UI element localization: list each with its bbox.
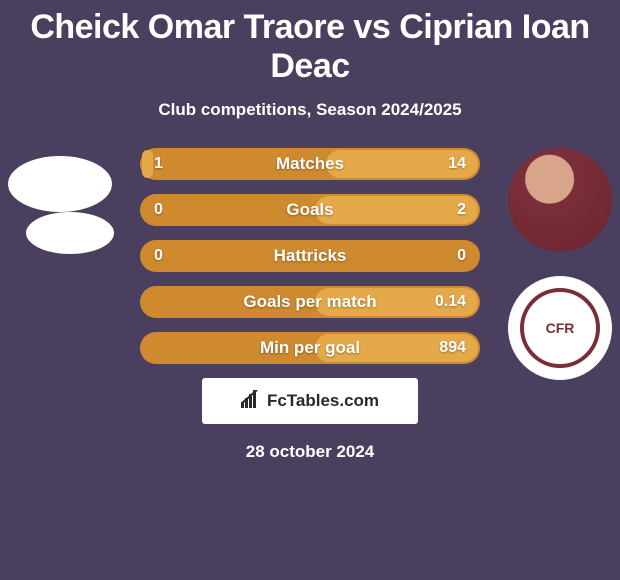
- stat-row: Min per goal 894: [140, 332, 480, 364]
- infographic-container: Cheick Omar Traore vs Ciprian Ioan Deac …: [0, 0, 620, 462]
- club-badge-text: CFR: [520, 288, 600, 368]
- stat-label: Min per goal: [260, 338, 360, 358]
- stat-label: Goals: [286, 200, 333, 220]
- stat-row: 0 Goals 2: [140, 194, 480, 226]
- player-right-club-badge: CFR: [508, 276, 612, 380]
- stat-value-left: 0: [154, 201, 163, 219]
- stat-value-right: 2: [457, 201, 466, 219]
- stat-value-right: 894: [439, 339, 466, 357]
- stat-label: Goals per match: [243, 292, 376, 312]
- stat-value-right: 0.14: [435, 293, 466, 311]
- stat-value-left: 1: [154, 155, 163, 173]
- stats-area: CFR 1 Matches 14 0 Goals 2 0 Hattricks 0 Goals pe…: [0, 148, 620, 462]
- stat-row: 0 Hattricks 0: [140, 240, 480, 272]
- player-left-placeholder-bottom: [26, 212, 114, 254]
- stat-label: Matches: [276, 154, 344, 174]
- date-text: 28 october 2024: [20, 442, 600, 462]
- brand-text: FcTables.com: [267, 391, 379, 411]
- stat-row: Goals per match 0.14: [140, 286, 480, 318]
- stat-value-left: 0: [154, 247, 163, 265]
- page-title: Cheick Omar Traore vs Ciprian Ioan Deac: [0, 8, 620, 86]
- player-left-placeholder-top: [8, 156, 112, 212]
- brand-box: FcTables.com: [202, 378, 418, 424]
- stat-value-right: 14: [448, 155, 466, 173]
- stat-bars: 1 Matches 14 0 Goals 2 0 Hattricks 0 Goals per ma…: [140, 148, 480, 364]
- bar-fill-left: [142, 150, 153, 178]
- stat-label: Hattricks: [274, 246, 347, 266]
- stat-row: 1 Matches 14: [140, 148, 480, 180]
- bar-fill-right: [315, 196, 478, 224]
- subtitle: Club competitions, Season 2024/2025: [0, 100, 620, 120]
- player-right-photo: [508, 148, 612, 252]
- chart-icon: [241, 390, 261, 413]
- stat-value-right: 0: [457, 247, 466, 265]
